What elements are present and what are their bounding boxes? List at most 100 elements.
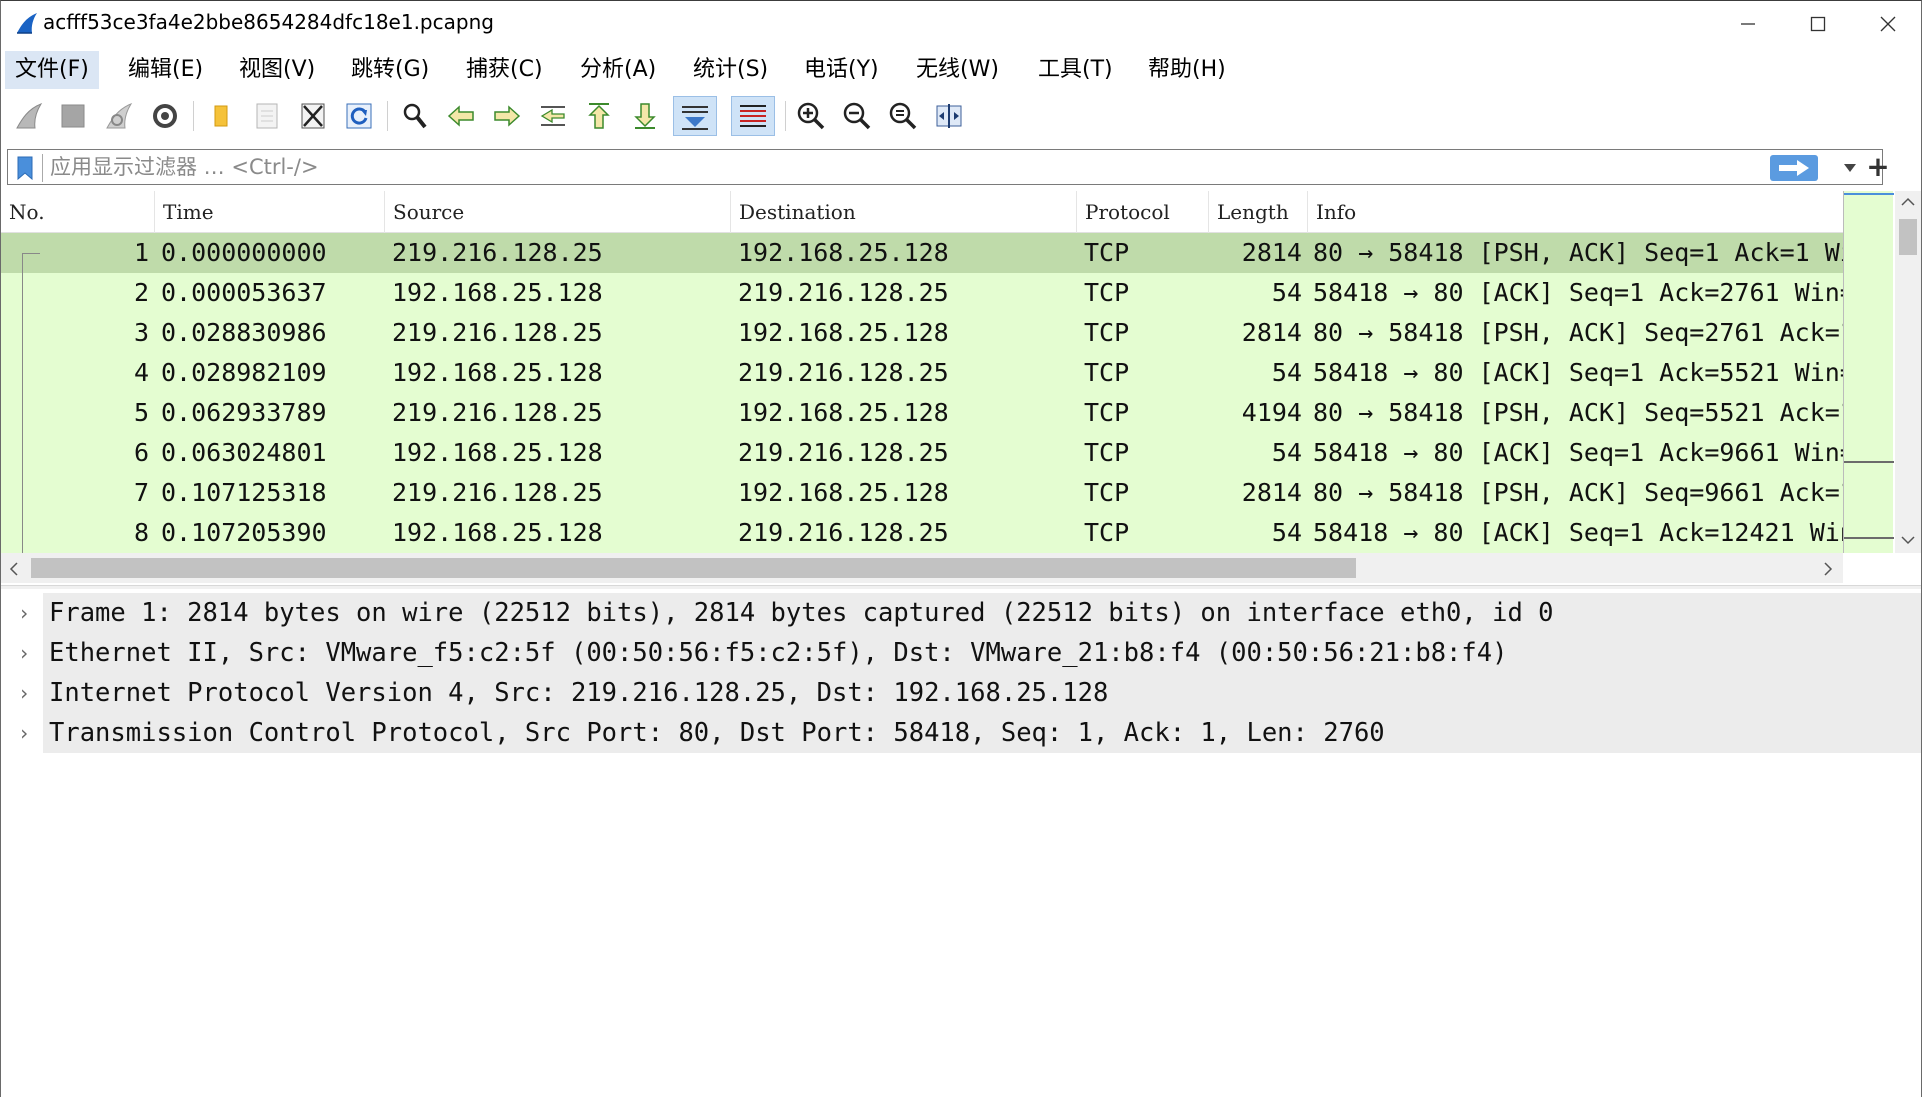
go-back-icon bbox=[447, 105, 474, 127]
cell-protocol: TCP bbox=[1084, 278, 1130, 307]
menu-telephony[interactable]: 电话(Y) bbox=[804, 57, 879, 82]
conversation-bracket bbox=[22, 253, 23, 553]
toolbar-separator bbox=[193, 101, 194, 131]
detail-tree-item-ethernet[interactable]: › Ethernet II, Src: VMware_f5:c2:5f (00:… bbox=[1, 633, 1921, 673]
find-packet-button[interactable] bbox=[395, 96, 435, 136]
cell-source: 219.216.128.25 bbox=[392, 398, 603, 427]
packet-row[interactable]: 6 0.063024801 192.168.25.128 219.216.128… bbox=[1, 433, 1843, 473]
scroll-up-icon[interactable] bbox=[1901, 197, 1915, 207]
chevron-right-icon[interactable]: › bbox=[17, 641, 31, 665]
display-filter-input[interactable] bbox=[50, 150, 1750, 184]
first-packet-button[interactable] bbox=[579, 96, 619, 136]
menu-analyze[interactable]: 分析(A) bbox=[580, 57, 657, 82]
restart-capture-button[interactable] bbox=[99, 96, 139, 136]
go-back-button[interactable] bbox=[441, 96, 481, 136]
wireshark-fin-icon bbox=[17, 13, 37, 34]
column-header-info[interactable]: Info bbox=[1316, 200, 1357, 224]
colorize-icon bbox=[740, 105, 766, 127]
menu-tools[interactable]: 工具(T) bbox=[1038, 57, 1113, 82]
packet-row[interactable]: 2 0.000053637 192.168.25.128 219.216.128… bbox=[1, 273, 1843, 313]
chevron-down-icon bbox=[1844, 164, 1856, 172]
chevron-right-icon[interactable]: › bbox=[17, 721, 31, 745]
column-header-destination[interactable]: Destination bbox=[731, 191, 1077, 233]
apply-filter-button[interactable] bbox=[1770, 155, 1818, 181]
start-capture-button[interactable] bbox=[9, 96, 49, 136]
detail-tree-item-ipv4[interactable]: › Internet Protocol Version 4, Src: 219.… bbox=[1, 673, 1921, 713]
packet-row[interactable]: 5 0.062933789 219.216.128.25 192.168.25.… bbox=[1, 393, 1843, 433]
window-title: acfff53ce3fa4e2bbe8654284dfc18e1.pcapng bbox=[43, 10, 494, 34]
packet-row[interactable]: 1 0.000000000 219.216.128.25 192.168.25.… bbox=[1, 233, 1843, 273]
menu-capture[interactable]: 捕获(C) bbox=[466, 57, 543, 82]
packet-list-horizontal-scrollbar[interactable] bbox=[1, 553, 1843, 583]
close-file-button[interactable] bbox=[293, 96, 333, 136]
pane-splitter[interactable] bbox=[1, 585, 1921, 589]
detail-tree-item-frame[interactable]: › Frame 1: 2814 bytes on wire (22512 bit… bbox=[1, 593, 1921, 633]
menu-wireless[interactable]: 无线(W) bbox=[916, 57, 999, 82]
last-packet-button[interactable] bbox=[625, 96, 665, 136]
bookmark-icon[interactable] bbox=[14, 156, 36, 180]
filter-history-dropdown[interactable] bbox=[1838, 158, 1862, 178]
packet-row[interactable]: 8 0.107205390 192.168.25.128 219.216.128… bbox=[1, 513, 1843, 553]
title-bar: acfff53ce3fa4e2bbe8654284dfc18e1.pcapng bbox=[1, 1, 1921, 47]
colorize-button[interactable] bbox=[731, 96, 775, 136]
packet-minimap[interactable] bbox=[1843, 191, 1894, 553]
column-header-no[interactable]: No. bbox=[1, 191, 155, 233]
cell-source: 219.216.128.25 bbox=[392, 478, 603, 507]
maximize-button[interactable] bbox=[1783, 1, 1853, 47]
scroll-right-icon[interactable] bbox=[1823, 562, 1833, 576]
packet-row[interactable]: 4 0.028982109 192.168.25.128 219.216.128… bbox=[1, 353, 1843, 393]
save-file-button[interactable] bbox=[247, 96, 287, 136]
zoom-in-button[interactable] bbox=[791, 96, 831, 136]
cell-no: 3 bbox=[133, 318, 149, 347]
scroll-left-icon[interactable] bbox=[9, 562, 19, 576]
packet-list-vertical-scrollbar[interactable] bbox=[1895, 191, 1921, 553]
menu-view[interactable]: 视图(V) bbox=[239, 57, 316, 82]
cell-no: 6 bbox=[133, 438, 149, 467]
cell-protocol: TCP bbox=[1084, 318, 1130, 347]
main-toolbar bbox=[1, 91, 1921, 143]
chevron-right-icon[interactable]: › bbox=[17, 681, 31, 705]
menu-help[interactable]: 帮助(H) bbox=[1148, 57, 1226, 82]
zoom-in-icon bbox=[797, 102, 825, 130]
stop-capture-button[interactable] bbox=[53, 96, 93, 136]
chevron-right-icon[interactable]: › bbox=[17, 601, 31, 625]
packet-row[interactable]: 3 0.028830986 219.216.128.25 192.168.25.… bbox=[1, 313, 1843, 353]
detail-tree-item-tcp[interactable]: › Transmission Control Protocol, Src Por… bbox=[1, 713, 1921, 753]
cell-source: 192.168.25.128 bbox=[392, 518, 603, 547]
cell-length: 2814 bbox=[1241, 478, 1302, 507]
cell-time: 0.000053637 bbox=[161, 278, 327, 307]
packet-rows: 1 0.000000000 219.216.128.25 192.168.25.… bbox=[1, 233, 1843, 553]
capture-options-button[interactable] bbox=[145, 96, 185, 136]
column-header-protocol[interactable]: Protocol bbox=[1077, 191, 1209, 233]
add-filter-button[interactable]: + bbox=[1866, 150, 1890, 183]
cell-destination: 219.216.128.25 bbox=[738, 278, 949, 307]
menu-edit[interactable]: 编辑(E) bbox=[128, 57, 204, 82]
autoscroll-button[interactable] bbox=[673, 96, 717, 136]
menu-statistics[interactable]: 统计(S) bbox=[693, 57, 769, 82]
go-forward-button[interactable] bbox=[487, 96, 527, 136]
zoom-out-button[interactable] bbox=[837, 96, 877, 136]
autoscroll-icon bbox=[682, 106, 708, 130]
column-header-length[interactable]: Length bbox=[1209, 191, 1308, 233]
column-header-time[interactable]: Time bbox=[155, 191, 385, 233]
find-packet-icon bbox=[403, 103, 427, 129]
minimize-button[interactable] bbox=[1713, 1, 1783, 47]
scroll-down-icon[interactable] bbox=[1901, 535, 1915, 545]
resize-columns-button[interactable] bbox=[929, 96, 969, 136]
go-to-packet-button[interactable] bbox=[533, 96, 573, 136]
reload-file-button[interactable] bbox=[339, 96, 379, 136]
cell-time: 0.000000000 bbox=[161, 238, 327, 267]
close-window-button[interactable] bbox=[1853, 1, 1922, 47]
cell-destination: 219.216.128.25 bbox=[738, 438, 949, 467]
vertical-scroll-thumb[interactable] bbox=[1899, 219, 1917, 255]
normal-size-button[interactable] bbox=[883, 96, 923, 136]
detail-text: Ethernet II, Src: VMware_f5:c2:5f (00:50… bbox=[49, 638, 1508, 668]
horizontal-scroll-thumb[interactable] bbox=[31, 558, 1356, 578]
menu-go[interactable]: 跳转(G) bbox=[351, 57, 430, 82]
conversation-bracket-start bbox=[22, 253, 40, 254]
cell-info: 80 → 58418 [PSH, ACK] Seq=1 Ack=1 Win=64… bbox=[1313, 238, 1843, 267]
menu-file[interactable]: 文件(F) bbox=[5, 51, 99, 89]
column-header-source[interactable]: Source bbox=[385, 191, 731, 233]
packet-row[interactable]: 7 0.107125318 219.216.128.25 192.168.25.… bbox=[1, 473, 1843, 513]
open-file-button[interactable] bbox=[201, 96, 241, 136]
